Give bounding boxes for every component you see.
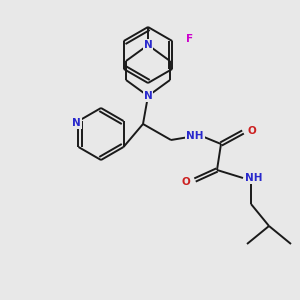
Text: O: O xyxy=(181,177,190,187)
Text: NH: NH xyxy=(245,173,262,183)
Text: NH: NH xyxy=(186,131,204,141)
Text: N: N xyxy=(72,118,81,128)
Text: N: N xyxy=(144,91,152,101)
Text: N: N xyxy=(144,40,152,50)
Text: O: O xyxy=(248,126,257,136)
Text: F: F xyxy=(186,34,194,44)
